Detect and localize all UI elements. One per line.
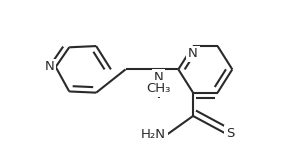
Text: CH₃: CH₃: [147, 82, 171, 95]
Text: S: S: [226, 127, 234, 140]
Text: N: N: [154, 71, 164, 84]
Text: N: N: [45, 60, 54, 73]
Text: H₂N: H₂N: [141, 128, 166, 141]
Text: N: N: [188, 47, 198, 60]
